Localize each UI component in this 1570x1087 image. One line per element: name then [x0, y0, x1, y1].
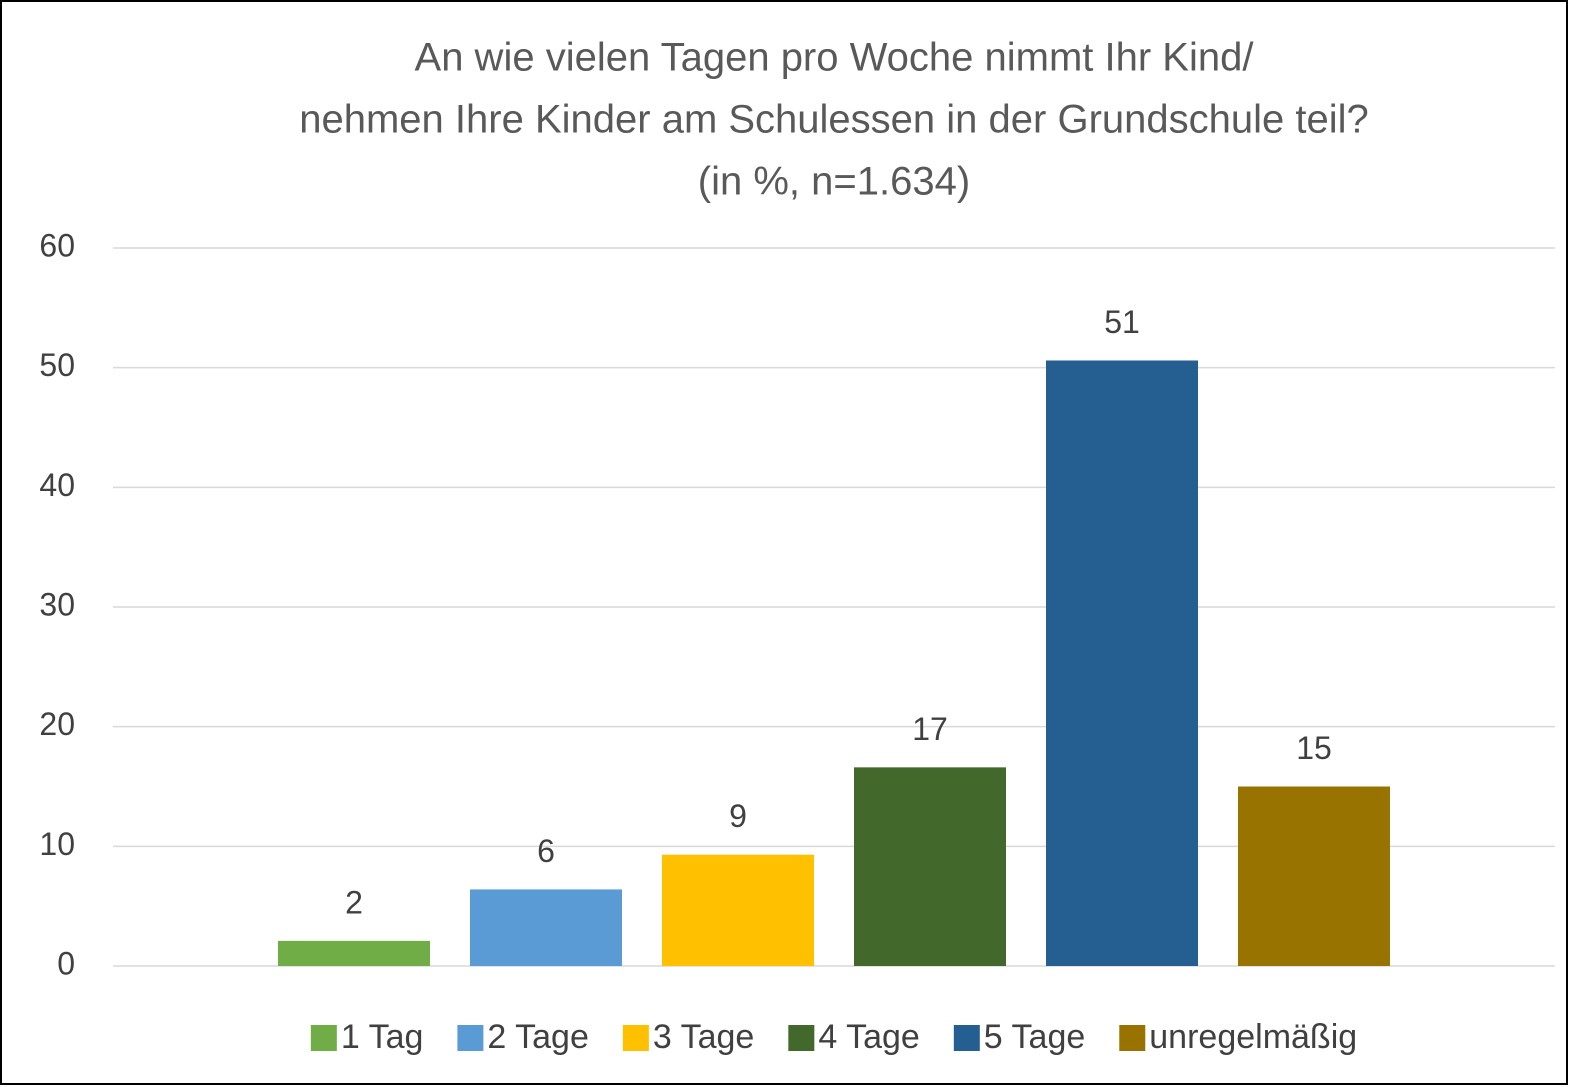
legend-label: 4 Tage — [818, 1018, 919, 1056]
legend-label: unregelmäßig — [1149, 1018, 1357, 1056]
chart-title: An wie vielen Tagen pro Woche nimmt Ihr … — [415, 36, 1255, 80]
y-tick-label: 60 — [39, 227, 75, 263]
bar — [1046, 360, 1198, 966]
bar — [854, 767, 1006, 966]
y-tick-label: 50 — [39, 347, 75, 383]
y-tick-label: 10 — [39, 826, 75, 862]
bar — [662, 854, 814, 966]
y-tick-label: 20 — [39, 706, 75, 742]
legend-label: 5 Tage — [984, 1018, 1085, 1056]
legend-swatch — [310, 1025, 337, 1051]
data-label: 15 — [1296, 730, 1332, 766]
data-label: 17 — [912, 711, 948, 747]
data-label: 9 — [729, 798, 747, 834]
legend-swatch — [953, 1025, 980, 1051]
legend-label: 1 Tag — [341, 1018, 424, 1056]
chart-title: nehmen Ihre Kinder am Schulessen in der … — [299, 98, 1369, 142]
data-label: 6 — [537, 833, 555, 869]
legend-label: 2 Tage — [487, 1018, 588, 1056]
data-label: 51 — [1104, 304, 1140, 340]
data-label: 2 — [345, 884, 363, 920]
chart-title: (in %, n=1.634) — [698, 160, 970, 204]
y-tick-label: 0 — [57, 945, 75, 981]
legend-label: 3 Tage — [653, 1018, 754, 1056]
y-tick-label: 40 — [39, 467, 75, 503]
legend-swatch — [457, 1025, 484, 1051]
bar — [278, 940, 430, 966]
legend-swatch — [788, 1025, 815, 1051]
bar — [470, 889, 622, 966]
bar — [1238, 786, 1390, 966]
legend-swatch — [1119, 1025, 1146, 1051]
legend-swatch — [622, 1025, 649, 1051]
y-tick-label: 30 — [39, 586, 75, 622]
